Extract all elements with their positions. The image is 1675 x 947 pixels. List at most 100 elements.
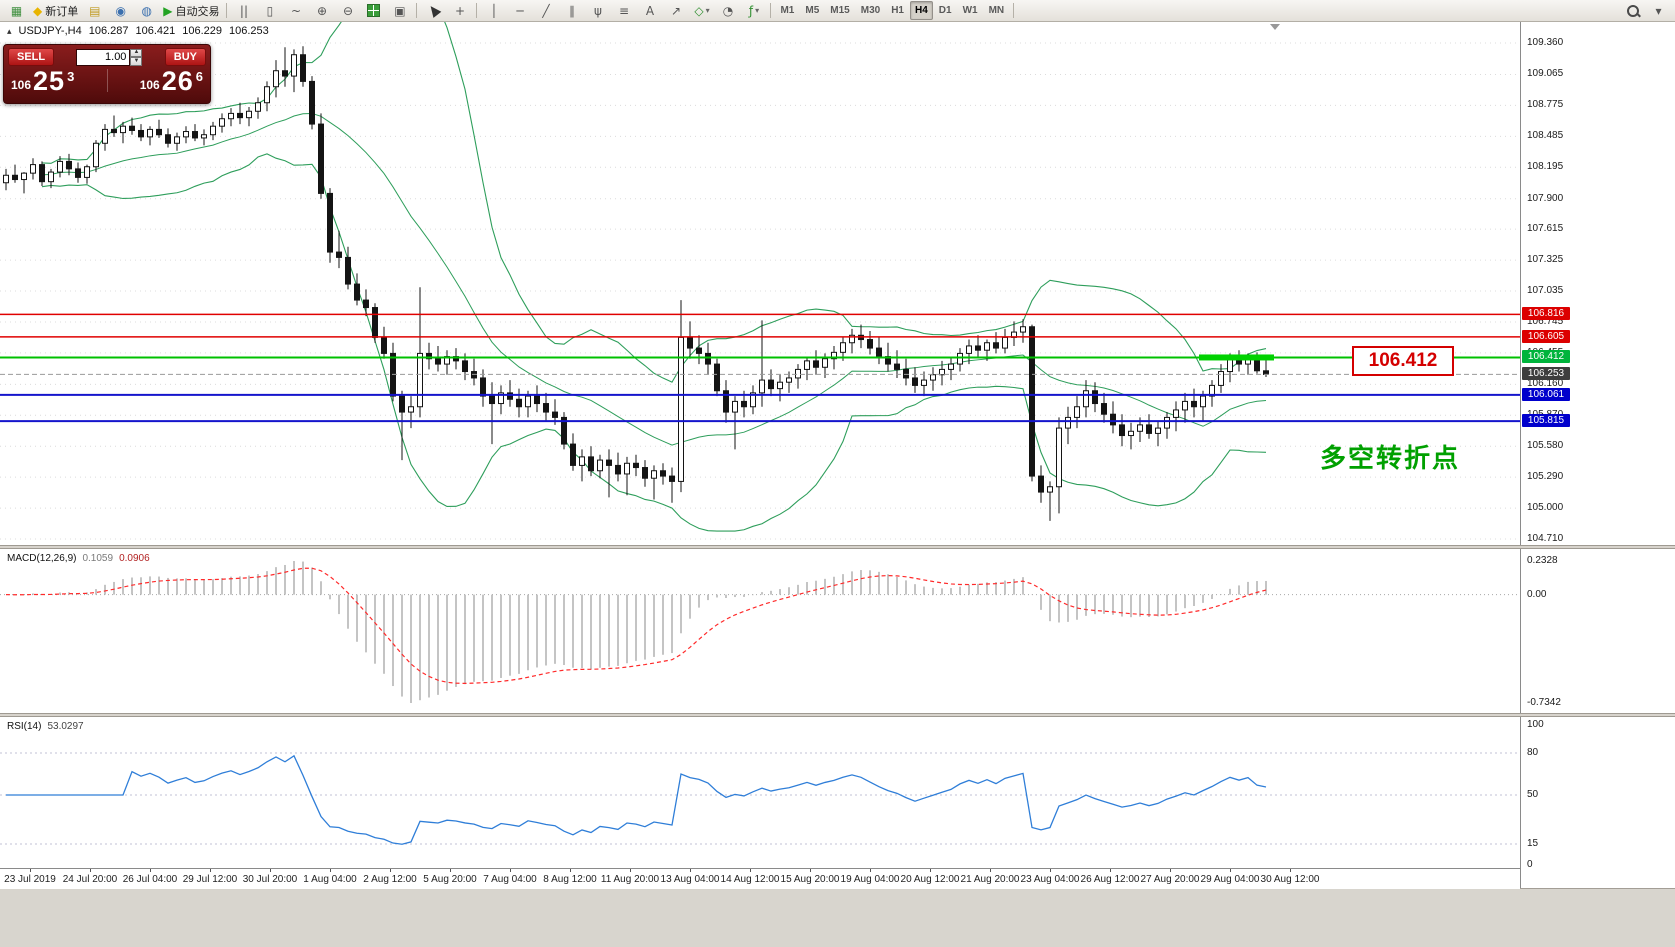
volume-input[interactable]	[76, 48, 131, 66]
profile-icon: ◉	[115, 3, 126, 18]
search-icon[interactable]	[1620, 1, 1645, 21]
time-axis[interactable]: 23 Jul 2019 24 Jul 20:00 26 Jul 04:00 29 Ju…	[0, 868, 1520, 889]
axis-scale-label: 109.360	[1527, 37, 1564, 48]
zoom-out-icon[interactable]: ⊖	[335, 1, 360, 21]
pivot-zone-rectangle[interactable]	[1199, 354, 1274, 361]
indicators-icon: ƒ	[748, 3, 754, 18]
timeframe-h4[interactable]: H4	[909, 1, 933, 20]
main-toolbar: ▦ ◆ 新订单 ▤ ◉ ◍ ▶ 自动交易 || ▯ ~ ⊕ ⊖ ▣ + │ ─ ╱ ∥ ψ ≡ A ↗ ◇ ▾ ◔ ƒ ▾ M1 M5 M1…	[0, 0, 1675, 22]
sell-button[interactable]: SELL	[8, 48, 55, 66]
trendline-icon[interactable]: ╱	[533, 1, 558, 21]
price-axis[interactable]: 109.360 109.065 108.775 108.485 108.195 107.9…	[1520, 22, 1675, 888]
time-tick	[510, 869, 511, 872]
price-tag: 106.816	[1522, 307, 1570, 321]
rsi-panel-canvas[interactable]	[0, 717, 1520, 868]
candles-mode-icon[interactable]: ▯	[257, 1, 282, 21]
toolbar-separator	[770, 3, 772, 18]
time-label: 14 Aug 12:00	[720, 874, 780, 885]
shapes-icon[interactable]: ◇ ▾	[689, 1, 714, 21]
macd-axis-min: -0.7342	[1527, 697, 1561, 708]
horizontal-level-lines[interactable]	[0, 313, 1520, 423]
timeframe-m1[interactable]: M1	[780, 5, 795, 16]
timeframe-m5[interactable]: M5	[805, 5, 820, 16]
bars-mode-icon[interactable]: ||	[231, 1, 256, 21]
text-label-icon: A	[645, 3, 655, 18]
buy-price[interactable]: 106 26 6	[140, 66, 203, 96]
vertical-line-icon: │	[490, 3, 498, 18]
time-label: 1 Aug 04:00	[303, 874, 357, 885]
terminal-chart-icon[interactable]: ▦	[4, 1, 29, 21]
rsi-panel-splitter[interactable]	[0, 713, 1675, 717]
time-tick	[630, 869, 631, 872]
time-label: 21 Aug 20:00	[960, 874, 1020, 885]
macd-panel-splitter[interactable]	[0, 545, 1675, 549]
time-tick	[1110, 869, 1111, 872]
ohlc-low: 106.229	[182, 25, 222, 37]
time-label: 15 Aug 20:00	[780, 874, 840, 885]
autotrading-button-label: 自动交易	[175, 5, 220, 18]
volume-down-button[interactable]: ▼	[130, 57, 143, 66]
rsi-value: 53.0297	[47, 721, 84, 732]
time-tick	[1050, 869, 1051, 872]
arrange-windows-icon[interactable]: ▣	[387, 1, 412, 21]
indicators-icon[interactable]: ƒ ▾	[741, 1, 766, 21]
text-label-icon[interactable]: A	[637, 1, 662, 21]
toolbar-separator	[476, 3, 478, 18]
trendline-icon: ╱	[542, 3, 550, 18]
fibonacci-icon[interactable]: ≡	[611, 1, 636, 21]
cursor-icon	[426, 3, 442, 18]
pitchfork-icon[interactable]: ψ	[585, 1, 610, 21]
chart-symbol-icon: ▴	[7, 25, 12, 36]
timeframe-m30[interactable]: M30	[860, 5, 881, 16]
time-tick	[810, 869, 811, 872]
macd-panel-canvas[interactable]	[0, 549, 1520, 713]
time-label: 2 Aug 12:00	[363, 874, 417, 885]
axis-scale-label: 105.290	[1527, 471, 1564, 483]
terminal-chart-icon: ▦	[10, 3, 23, 18]
rsi-title: RSI(14)	[7, 721, 42, 732]
rsi-axis-label: 15	[1527, 838, 1539, 849]
rsi-axis-label: 0	[1527, 859, 1533, 870]
channel-icon[interactable]: ∥	[559, 1, 584, 21]
crosshair-icon[interactable]: +	[447, 1, 472, 21]
time-label: 24 Jul 20:00	[62, 874, 118, 885]
quotes-icon[interactable]: ▤	[82, 1, 107, 21]
autotrading-button[interactable]: ▶ 自动交易	[160, 1, 222, 21]
main-chart-canvas[interactable]	[0, 22, 1520, 545]
profile-icon[interactable]: ◉	[108, 1, 133, 21]
zoom-in-icon[interactable]: ⊕	[309, 1, 334, 21]
timeframe-h1[interactable]: H1	[891, 5, 904, 16]
sell-price[interactable]: 106 25 3	[11, 66, 74, 96]
timeframe-w1[interactable]: W1	[962, 5, 978, 16]
community-icon[interactable]: ◍	[134, 1, 159, 21]
zoom-in-icon: ⊕	[316, 3, 327, 18]
horizontal-line-icon[interactable]: ─	[507, 1, 532, 21]
cursor-icon[interactable]	[421, 1, 446, 21]
price-tag: 105.815	[1522, 414, 1570, 428]
rsi-indicator-label: RSI(14) 53.0297	[7, 721, 84, 732]
chart-shift-marker[interactable]	[1270, 24, 1280, 30]
macd-signal-line	[5, 567, 1267, 685]
price-tag: 106.412	[1522, 350, 1570, 364]
quotes-icon: ▤	[89, 3, 101, 18]
new-order-button[interactable]: ◆ 新订单	[30, 1, 81, 21]
time-label: 8 Aug 12:00	[543, 874, 597, 885]
volume-up-button[interactable]: ▲	[130, 48, 143, 57]
timeframe-d1[interactable]: D1	[938, 5, 952, 16]
time-tick	[450, 869, 451, 872]
rsi-line	[6, 754, 1267, 845]
cycles-icon[interactable]: ◔	[715, 1, 740, 21]
one-click-trading-panel: SELL ▲ ▼ BUY 106 25 3 106	[3, 44, 211, 104]
buy-button[interactable]: BUY	[164, 48, 206, 66]
timeframe-mn[interactable]: MN	[988, 5, 1005, 16]
arrow-objects-icon[interactable]: ↗	[663, 1, 688, 21]
tile-windows-icon[interactable]	[361, 1, 386, 21]
time-tick	[690, 869, 691, 872]
toolbar-options-icon[interactable]: ▾	[1646, 1, 1671, 21]
vertical-line-icon[interactable]: │	[481, 1, 506, 21]
line-mode-icon[interactable]: ~	[283, 1, 308, 21]
community-icon: ◍	[141, 3, 152, 18]
price-callout-label[interactable]: 106.412	[1352, 346, 1454, 376]
time-tick	[210, 869, 211, 872]
timeframe-m15[interactable]: M15	[830, 5, 850, 16]
